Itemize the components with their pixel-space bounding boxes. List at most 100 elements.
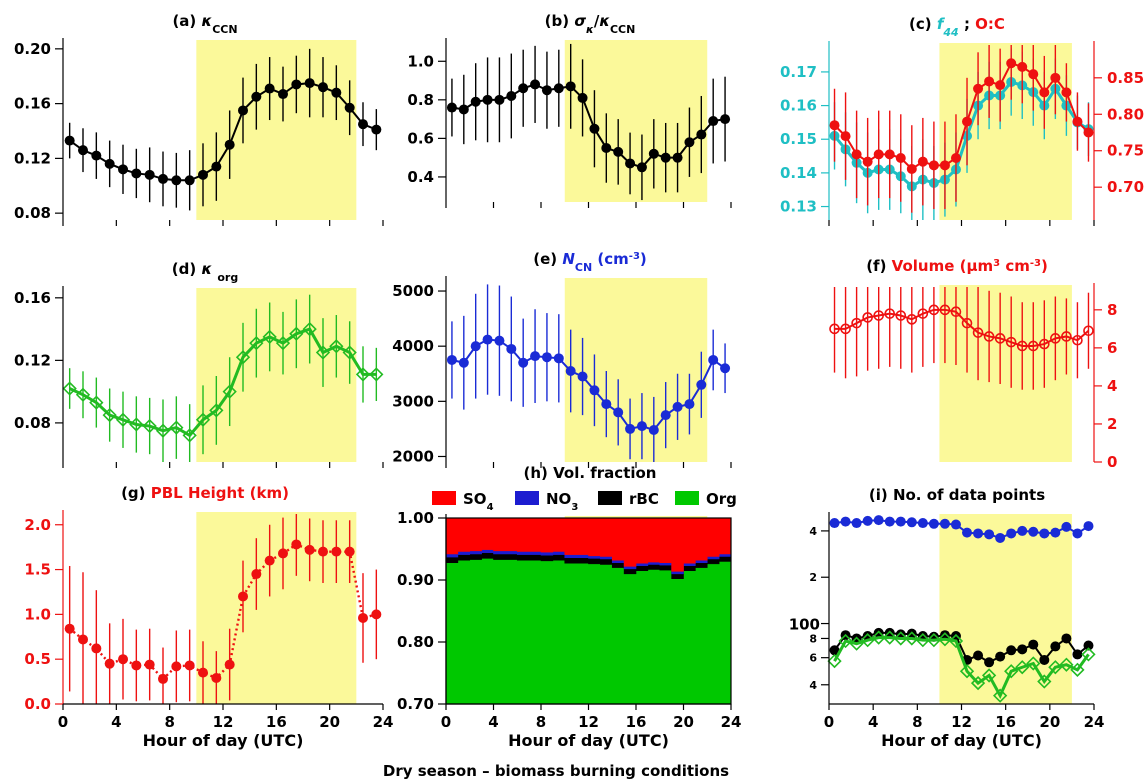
y-tick-label: 0.13	[780, 198, 817, 216]
panel-title-part: (f)	[866, 257, 891, 275]
data-point	[873, 515, 884, 526]
data-point	[318, 82, 328, 93]
data-point	[541, 85, 552, 96]
data-point	[506, 90, 517, 101]
panel-title-part: κ	[599, 12, 610, 30]
data-point	[840, 323, 851, 335]
x-tick-label: 0	[58, 713, 68, 731]
data-point	[984, 657, 995, 668]
highlight-band	[939, 514, 1072, 704]
data-point	[371, 124, 382, 135]
data-point	[884, 627, 895, 638]
x-tick-label: 4	[111, 713, 121, 731]
data-point	[1039, 528, 1050, 539]
y-tick-label: 4	[809, 679, 817, 692]
data-point	[995, 80, 1006, 91]
series-2	[827, 630, 1096, 703]
data-point	[62, 381, 77, 396]
chart-panels: 0.080.120.160.20(a) κCCN0.40.60.81.0(b) …	[14, 12, 1144, 750]
x-tick-label: 0	[441, 713, 451, 731]
data-point	[884, 308, 896, 319]
data-point	[275, 336, 291, 351]
panel-f: 0 2 4 6 8 (f) Volume (µm3 cm-3)	[829, 257, 1117, 471]
data-point	[1028, 639, 1039, 650]
right-y-tick-label: 0.70	[1107, 178, 1144, 196]
data-point	[926, 633, 942, 648]
data-point	[158, 673, 168, 684]
data-point	[209, 403, 224, 418]
data-point	[1026, 656, 1041, 671]
panel-title: (g) PBL Height (km)	[121, 484, 289, 502]
data-point	[329, 339, 344, 354]
y-tick-label: 0.14	[780, 164, 817, 182]
data-point	[115, 412, 131, 427]
y-tick-label: 0.8	[407, 91, 434, 109]
data-point	[1039, 87, 1050, 98]
legend-label-text: rBC	[629, 490, 659, 508]
panel-title-part: N	[562, 250, 575, 268]
data-point	[530, 79, 541, 90]
panel-title-part: ;	[959, 15, 975, 33]
series-line	[834, 308, 1090, 347]
data-point	[860, 633, 875, 648]
data-point	[1028, 69, 1039, 80]
data-point	[118, 654, 128, 665]
data-point	[1059, 657, 1074, 672]
data-point	[873, 310, 884, 321]
series-0	[64, 514, 382, 704]
y-tick-label: 1.0	[407, 52, 434, 70]
data-point	[482, 334, 493, 345]
data-point	[1027, 340, 1039, 352]
panel-title-part: (a)	[172, 12, 201, 30]
data-point	[1039, 654, 1050, 665]
data-point	[211, 673, 222, 684]
legend-swatch	[675, 491, 699, 505]
data-point	[660, 410, 671, 421]
panel-c: 0.13 0.14 0.15 0.16 0.17 0.70 0.75 0.80 0.85 (c) …	[780, 15, 1144, 226]
data-point	[684, 137, 695, 148]
axes: 0.13 0.14 0.15 0.16 0.17 0.70 0.75 0.80 0.85	[780, 41, 1144, 226]
data-point	[928, 518, 939, 529]
legend-label-text: Org	[706, 490, 737, 508]
data-point	[506, 343, 517, 354]
data-point	[625, 423, 636, 434]
data-point	[518, 357, 529, 368]
panel-title: (i) No. of data points	[869, 486, 1045, 504]
panel-a: 0.08 0.12 0.16 0.20 (a) κCCN	[14, 12, 384, 226]
panel-title-part: κ	[201, 260, 217, 278]
data-point	[829, 323, 840, 335]
panel-title: (h) Vol. fraction	[523, 464, 656, 482]
data-point	[458, 104, 469, 115]
data-point	[906, 163, 917, 174]
data-point	[1072, 528, 1083, 539]
data-point	[613, 146, 624, 157]
data-point	[601, 143, 612, 154]
y-tick-label: 0.12	[14, 351, 51, 369]
panel-title-part: (g)	[121, 484, 151, 502]
data-point	[613, 407, 624, 418]
y-tick-label: 0.6	[407, 129, 434, 147]
y-tick-label: 0.08	[14, 204, 51, 222]
panel-title: (a) κCCN	[172, 12, 237, 36]
data-point	[862, 156, 873, 167]
data-point	[1061, 521, 1072, 532]
y-tick-label: 1.0	[24, 605, 51, 623]
y-tick-label: 0.80	[397, 633, 434, 651]
data-point	[211, 161, 222, 172]
axes: 0.08 0.12 0.16	[14, 286, 384, 468]
y-tick-label: 1.00	[397, 509, 434, 527]
data-point	[344, 102, 355, 113]
data-point	[1061, 87, 1072, 98]
data-point	[446, 102, 457, 113]
y-tick-label: 0.16	[780, 97, 817, 115]
x-tick-label: 12	[578, 713, 599, 731]
data-point	[636, 421, 647, 432]
data-point	[1050, 72, 1061, 83]
data-point	[950, 519, 961, 530]
data-point	[158, 173, 168, 184]
data-point	[648, 425, 659, 436]
data-point	[302, 321, 317, 337]
highlight-band	[564, 40, 708, 202]
legend-swatch	[598, 491, 622, 505]
